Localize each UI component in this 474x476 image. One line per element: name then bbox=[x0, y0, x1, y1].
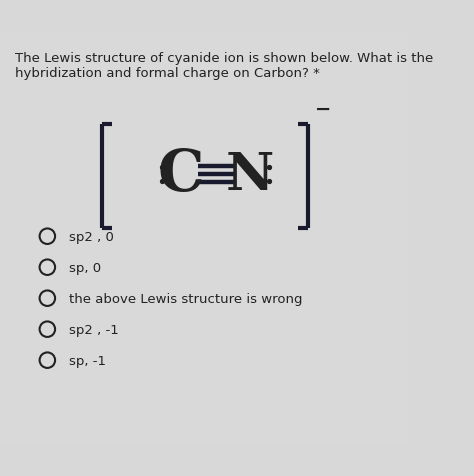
Text: N: N bbox=[226, 149, 274, 200]
Text: The Lewis structure of cyanide ion is shown below. What is the
hybridization and: The Lewis structure of cyanide ion is sh… bbox=[16, 52, 434, 80]
Text: sp2 , 0: sp2 , 0 bbox=[69, 230, 114, 243]
Text: the above Lewis structure is wrong: the above Lewis structure is wrong bbox=[69, 292, 302, 305]
Text: C: C bbox=[157, 147, 204, 203]
Text: sp2 , -1: sp2 , -1 bbox=[69, 323, 118, 336]
Text: −: − bbox=[315, 99, 331, 118]
Text: sp, -1: sp, -1 bbox=[69, 354, 106, 367]
FancyBboxPatch shape bbox=[0, 33, 408, 443]
Text: sp, 0: sp, 0 bbox=[69, 261, 101, 274]
